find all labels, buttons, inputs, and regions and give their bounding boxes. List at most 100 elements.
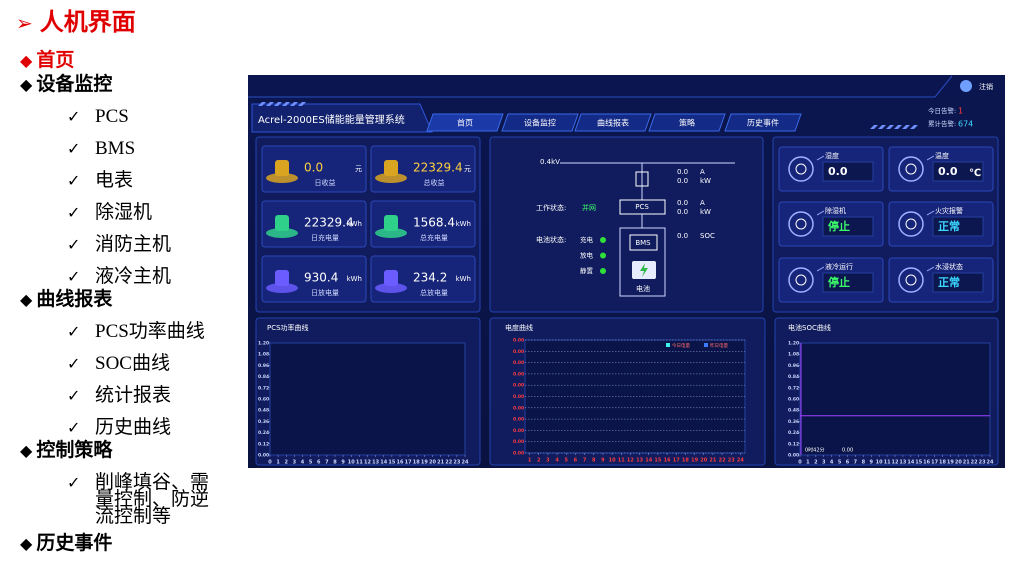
tab-label: 策略 — [679, 118, 695, 128]
tile-icon — [788, 267, 814, 293]
y-tick-label: 0.00 — [513, 383, 524, 389]
x-tick-label: 12 — [892, 460, 899, 466]
x-tick-label: 9 — [601, 458, 605, 464]
y-tick-label: 0.84 — [788, 374, 799, 380]
y-tick-label: 0.24 — [258, 430, 269, 436]
tile-icon — [275, 270, 289, 286]
x-tick-label: 9 — [870, 460, 874, 466]
x-tick-label: 11 — [356, 460, 363, 466]
user-icon[interactable] — [960, 80, 972, 92]
y-tick-label: 0.00 — [513, 394, 524, 400]
legend-label: 今日电量 — [672, 342, 690, 349]
tab-label: 首页 — [457, 118, 473, 128]
env-value: 停止 — [828, 219, 850, 233]
tile-unit: kWh — [347, 275, 362, 283]
bullet: ✓ — [67, 322, 81, 341]
tile-value: 22329.4 — [413, 161, 463, 175]
outline-text: 首页 — [36, 50, 75, 71]
x-tick-label: 21 — [437, 460, 444, 466]
alarm-label: 今日告警: — [928, 106, 956, 115]
bullet: ✓ — [67, 354, 81, 373]
tab[interactable] — [574, 113, 652, 132]
tile-icon — [275, 160, 289, 176]
ac-reading: 0.0 — [677, 168, 688, 176]
tile-value: 234.2 — [413, 271, 447, 285]
y-tick-label: 0.00 — [513, 360, 524, 366]
tile-icon — [384, 270, 398, 286]
bullet: ◆ — [20, 441, 33, 460]
alarm-value: 1 — [958, 107, 963, 116]
x-tick-label: 8 — [333, 460, 337, 466]
outline-item: ◆ 历史事件 — [20, 534, 112, 553]
y-tick-label: 0.72 — [788, 385, 799, 391]
label-tick — [926, 155, 935, 161]
env-unit: ℃ — [969, 168, 981, 179]
tile-value: 0.0 — [304, 161, 323, 175]
status-dot — [600, 237, 606, 243]
label-tick — [816, 210, 825, 216]
value-box — [822, 161, 874, 182]
tooltip-value: 0.00 — [842, 448, 853, 454]
tab[interactable] — [501, 113, 579, 132]
x-tick-label: 3 — [546, 458, 550, 464]
x-tick-label: 1 — [806, 460, 810, 466]
tile-value: 930.4 — [304, 271, 338, 285]
tile-icon — [898, 211, 924, 237]
x-tick-label: 13 — [899, 460, 906, 466]
bullet: ✓ — [67, 171, 81, 190]
tile-value: 22329.4 — [304, 216, 354, 230]
legend-swatch — [666, 343, 670, 347]
x-tick-label: 19 — [421, 460, 428, 466]
tile-label: 日放电量 — [311, 288, 339, 297]
x-tick-label: 24 — [462, 460, 469, 466]
pcs-label: PCS — [635, 203, 649, 211]
x-tick-label: 2 — [814, 460, 818, 466]
env-label: 水浸状态 — [935, 262, 963, 271]
breaker-icon — [635, 171, 649, 187]
tile-unit: kWh — [347, 220, 362, 228]
x-tick-label: 17 — [673, 458, 680, 464]
alarm-label: 累计告警: — [928, 119, 956, 128]
outline-text: 消防主机 — [95, 234, 172, 255]
y-tick-label: 0.96 — [788, 363, 799, 369]
y-tick-label: 0.60 — [258, 397, 269, 403]
tile-icon-base — [266, 173, 298, 183]
x-tick-label: 15 — [654, 458, 661, 464]
alarm-value: 674 — [958, 120, 973, 129]
label-tick — [926, 266, 935, 272]
outline-text: 除湿机 — [95, 202, 153, 223]
tile-icon-core — [795, 163, 807, 175]
env-label: 液冷运行 — [825, 262, 853, 271]
outline-item: ✓ BMS — [67, 139, 223, 158]
env-value: 0.0 — [828, 165, 848, 178]
bullet: ✓ — [67, 473, 81, 492]
chart-title: 电度曲线 — [505, 323, 533, 332]
chart-title: PCS功率曲线 — [267, 323, 309, 332]
tab[interactable] — [426, 113, 504, 132]
value-box — [822, 216, 874, 237]
top-bar-line — [248, 75, 953, 98]
tile-icon — [898, 267, 924, 293]
tile-label: 日充电量 — [311, 233, 339, 242]
x-tick-label: 24 — [737, 458, 744, 464]
x-tick-label: 19 — [691, 458, 698, 464]
x-tick-label: 20 — [700, 458, 707, 464]
y-tick-label: 0.00 — [513, 349, 524, 355]
dc-unit: kW — [700, 208, 711, 216]
tab[interactable] — [724, 113, 802, 132]
battery-state: 充电 — [580, 235, 594, 244]
tile-icon — [384, 160, 398, 176]
value-box — [932, 272, 984, 293]
x-tick-label: 1 — [276, 460, 280, 466]
tile-icon-base — [375, 173, 407, 183]
tile-icon — [384, 215, 398, 231]
chart-title: 电池SOC曲线 — [788, 323, 831, 332]
value-box — [822, 272, 874, 293]
x-tick-label: 10 — [876, 460, 883, 466]
tab[interactable] — [648, 113, 726, 132]
outline-text: 统计报表 — [95, 385, 172, 406]
y-tick-label: 1.20 — [258, 341, 269, 347]
banner — [251, 103, 433, 133]
